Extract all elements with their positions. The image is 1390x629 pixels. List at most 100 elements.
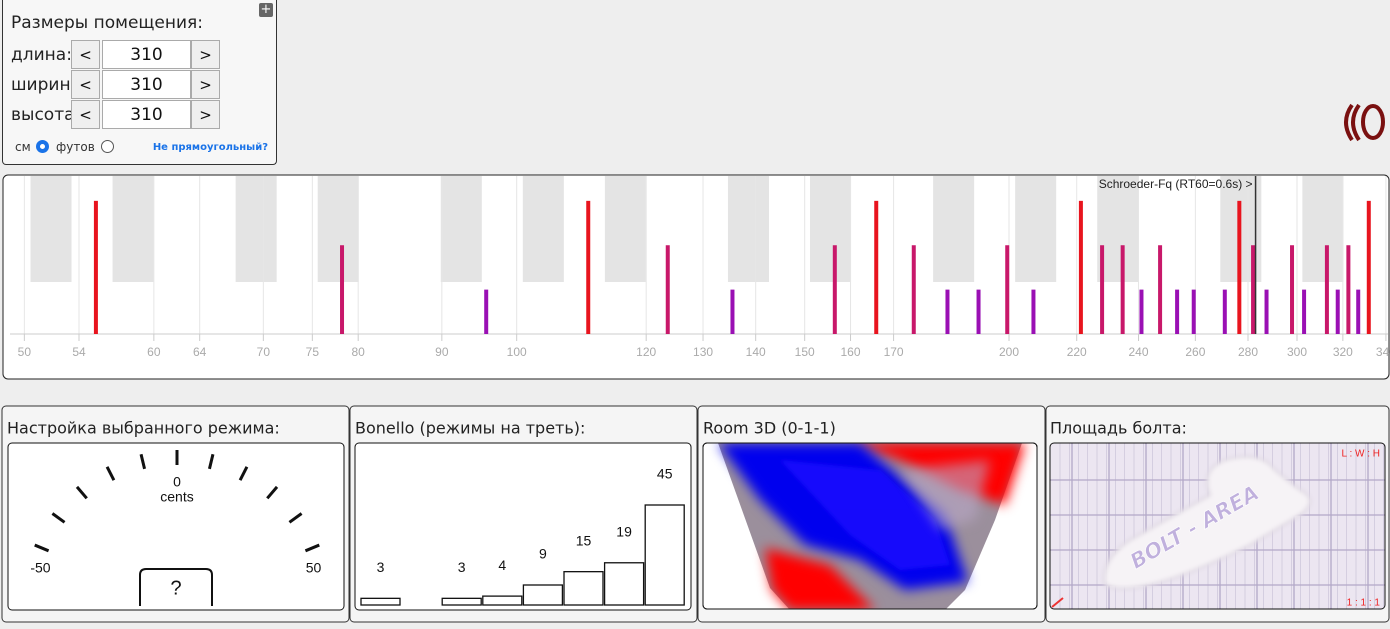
room-mode bbox=[1191, 289, 1196, 334]
bonello-chart: 3 3 4 9 15 19 45 bbox=[360, 466, 685, 606]
gauge-tick bbox=[207, 453, 215, 470]
bonello-value: 15 bbox=[576, 532, 592, 548]
room-mode bbox=[1346, 245, 1351, 334]
room-mode bbox=[945, 289, 950, 334]
room-mode bbox=[1290, 245, 1295, 334]
bonello-value: 19 bbox=[616, 523, 632, 539]
bonello-bar bbox=[563, 571, 604, 606]
room-mode bbox=[976, 289, 981, 334]
field-input[interactable]: 310 bbox=[102, 100, 191, 129]
increment-button[interactable]: > bbox=[191, 70, 220, 99]
bonello-bar bbox=[482, 595, 523, 606]
room-mode bbox=[1175, 289, 1180, 334]
field-input[interactable]: 310 bbox=[102, 40, 191, 69]
x-tick-label: 120 bbox=[636, 345, 656, 359]
black-key bbox=[604, 176, 646, 282]
x-tick-label: 300 bbox=[1287, 345, 1307, 359]
room-mode bbox=[665, 245, 670, 334]
unit-label: футов bbox=[56, 140, 95, 154]
room-mode bbox=[1264, 289, 1269, 334]
room-mode bbox=[1120, 245, 1125, 334]
gauge-tick bbox=[304, 543, 320, 553]
readout: ? bbox=[170, 577, 181, 599]
x-tick-label: 130 bbox=[693, 345, 713, 359]
unit-label: см bbox=[15, 140, 31, 154]
room-dimensions-panel: Размеры помещения: + длина: <310 > ширин <31… bbox=[2, 0, 277, 165]
room-mode bbox=[874, 200, 879, 334]
black-key bbox=[30, 176, 72, 282]
field-label: ширин bbox=[11, 75, 71, 95]
x-tick-label: 100 bbox=[507, 345, 527, 359]
black-key bbox=[1015, 176, 1057, 282]
field-label: высота bbox=[11, 105, 71, 125]
x-tick-label: 70 bbox=[257, 345, 271, 359]
bonello-bar bbox=[360, 597, 401, 606]
readout-box bbox=[139, 568, 213, 606]
ratio-label: L : W : H bbox=[1341, 449, 1380, 460]
x-tick-label: 200 bbox=[999, 345, 1019, 359]
field-label: длина: bbox=[11, 45, 71, 65]
x-tick-label: 240 bbox=[1129, 345, 1149, 359]
field-input[interactable]: 310 bbox=[102, 70, 191, 99]
logo bbox=[1344, 103, 1385, 142]
increment-button[interactable]: > bbox=[191, 40, 220, 69]
black-key bbox=[235, 176, 277, 282]
decrement-button[interactable]: < bbox=[71, 40, 100, 69]
gauge-label: 50 bbox=[306, 560, 322, 576]
panel-title: Room 3D (0-1-1) bbox=[703, 419, 836, 438]
bolt-box bbox=[1049, 442, 1386, 610]
x-tick-label: 90 bbox=[435, 345, 449, 359]
room3d-render bbox=[718, 443, 1025, 609]
x-tick-label: 64 bbox=[193, 345, 207, 359]
bolt-plot: BOLT - AREA bbox=[1050, 443, 1385, 609]
black-key bbox=[112, 176, 154, 282]
x-tick-label: 320 bbox=[1333, 345, 1353, 359]
gauge-label: -50 bbox=[30, 560, 50, 576]
gauge-tick bbox=[238, 466, 249, 481]
bonello-value: 3 bbox=[377, 559, 385, 575]
room-mode bbox=[832, 245, 837, 334]
unit-radio[interactable] bbox=[101, 140, 114, 153]
decrement-button[interactable]: < bbox=[71, 70, 100, 99]
room-mode bbox=[1005, 245, 1010, 334]
panel-title: Bonello (режимы на треть): bbox=[355, 419, 585, 438]
room-mode bbox=[340, 245, 345, 334]
bonello-value: 45 bbox=[657, 466, 673, 482]
unit-radio[interactable] bbox=[36, 140, 49, 153]
increment-button[interactable]: > bbox=[191, 100, 220, 129]
x-tick-label: 340 bbox=[1376, 345, 1390, 359]
room-mode bbox=[1356, 289, 1361, 334]
black-key bbox=[1302, 176, 1344, 282]
x-tick-label: 160 bbox=[841, 345, 861, 359]
bonello-value: 4 bbox=[498, 557, 506, 573]
piano-keys bbox=[30, 176, 1344, 282]
room-mode bbox=[93, 200, 98, 334]
bonello-bar bbox=[603, 562, 645, 606]
room-mode bbox=[1251, 245, 1256, 334]
room3d-border bbox=[702, 442, 1038, 610]
x-tick-label: 75 bbox=[306, 345, 320, 359]
gauge-tick bbox=[288, 512, 303, 524]
bonello-bar bbox=[522, 584, 564, 606]
bonello-bar bbox=[441, 597, 482, 606]
decrement-button[interactable]: < bbox=[71, 100, 100, 129]
x-tick-label: 80 bbox=[352, 345, 366, 359]
black-key bbox=[317, 176, 359, 282]
room-mode bbox=[1031, 289, 1036, 334]
bonello-value: 9 bbox=[539, 546, 547, 562]
x-tick-label: 150 bbox=[795, 345, 815, 359]
gauge-unit: cents bbox=[160, 489, 193, 505]
gauge-tick bbox=[266, 485, 279, 500]
non-rect-link[interactable]: Не прямоугольный? bbox=[152, 142, 268, 153]
panel-title: Площадь болта: bbox=[1050, 419, 1187, 438]
x-tick-label: 50 bbox=[18, 345, 32, 359]
room-mode bbox=[586, 200, 591, 334]
gauge: -50 0 50 cents? bbox=[30, 450, 322, 606]
expand-button[interactable]: + bbox=[259, 2, 273, 17]
room-mode bbox=[1237, 200, 1242, 334]
room-mode bbox=[1139, 289, 1144, 334]
room-mode bbox=[1078, 200, 1083, 334]
room-mode bbox=[1335, 289, 1340, 334]
